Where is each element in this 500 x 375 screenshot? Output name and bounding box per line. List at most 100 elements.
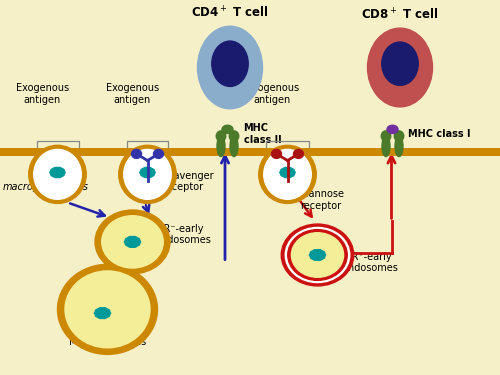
Ellipse shape (212, 41, 248, 87)
Ellipse shape (149, 171, 155, 174)
Ellipse shape (98, 315, 104, 318)
Ellipse shape (58, 169, 64, 172)
Ellipse shape (264, 149, 311, 200)
Ellipse shape (119, 146, 176, 203)
Ellipse shape (134, 242, 140, 246)
Ellipse shape (143, 167, 149, 171)
Ellipse shape (289, 171, 295, 174)
Ellipse shape (310, 253, 316, 257)
Ellipse shape (131, 243, 137, 247)
Ellipse shape (128, 243, 134, 247)
Ellipse shape (131, 237, 137, 240)
Ellipse shape (288, 173, 294, 176)
Ellipse shape (146, 174, 152, 178)
Ellipse shape (230, 136, 238, 157)
Ellipse shape (102, 216, 163, 268)
Ellipse shape (288, 230, 347, 280)
Ellipse shape (50, 171, 56, 174)
Ellipse shape (283, 167, 289, 171)
Ellipse shape (94, 311, 100, 315)
Ellipse shape (154, 149, 164, 158)
Ellipse shape (101, 315, 107, 318)
Text: CD4$^+$ T cell: CD4$^+$ T cell (192, 5, 268, 21)
Ellipse shape (104, 311, 110, 315)
Ellipse shape (128, 240, 136, 244)
Ellipse shape (272, 149, 281, 158)
Text: MHC class I: MHC class I (408, 129, 470, 139)
Ellipse shape (216, 131, 226, 141)
Ellipse shape (124, 240, 130, 244)
Ellipse shape (281, 224, 354, 286)
Ellipse shape (95, 210, 170, 274)
Ellipse shape (320, 253, 326, 257)
Ellipse shape (96, 314, 102, 317)
Ellipse shape (313, 250, 319, 254)
Ellipse shape (128, 237, 134, 240)
Ellipse shape (126, 238, 132, 242)
Text: MIIC/Lysosomes: MIIC/Lysosomes (69, 337, 146, 347)
Ellipse shape (259, 146, 316, 203)
Ellipse shape (382, 136, 390, 157)
Ellipse shape (318, 255, 324, 259)
Text: CD8$^+$ T cell: CD8$^+$ T cell (362, 7, 438, 22)
Ellipse shape (132, 149, 141, 158)
Ellipse shape (58, 173, 64, 176)
Ellipse shape (140, 171, 146, 174)
Ellipse shape (50, 169, 56, 172)
Ellipse shape (124, 149, 171, 200)
Ellipse shape (148, 173, 154, 176)
Ellipse shape (313, 256, 319, 260)
Text: Exogenous
antigen: Exogenous antigen (16, 83, 69, 105)
Text: MR⁺-early
endosomes: MR⁺-early endosomes (342, 252, 398, 273)
Ellipse shape (56, 174, 62, 178)
Ellipse shape (286, 174, 292, 178)
Ellipse shape (126, 242, 132, 246)
Ellipse shape (53, 167, 59, 171)
Ellipse shape (395, 136, 403, 157)
Ellipse shape (58, 264, 158, 354)
Ellipse shape (286, 167, 292, 171)
Text: MR⁻-early
endosomes: MR⁻-early endosomes (155, 224, 211, 245)
Ellipse shape (280, 173, 286, 176)
Ellipse shape (96, 309, 102, 313)
Ellipse shape (284, 170, 292, 175)
Ellipse shape (134, 240, 140, 244)
Ellipse shape (140, 169, 146, 172)
Ellipse shape (144, 170, 152, 175)
Ellipse shape (53, 174, 59, 178)
Ellipse shape (394, 131, 404, 141)
Ellipse shape (368, 28, 432, 107)
Text: Scavenger
receptor: Scavenger receptor (162, 171, 214, 192)
Ellipse shape (310, 255, 316, 259)
Bar (0, 148, 500, 156)
Ellipse shape (310, 251, 316, 255)
Ellipse shape (143, 174, 149, 178)
Ellipse shape (382, 42, 418, 86)
Ellipse shape (54, 170, 62, 175)
Text: Mannose
receptor: Mannose receptor (300, 189, 344, 211)
Ellipse shape (134, 238, 140, 242)
Ellipse shape (382, 131, 391, 141)
Ellipse shape (198, 26, 262, 109)
Ellipse shape (280, 169, 286, 172)
Text: Exogenous
antigen: Exogenous antigen (106, 83, 159, 105)
Ellipse shape (104, 314, 110, 317)
Ellipse shape (98, 311, 106, 315)
Text: Exogenous
antigen: Exogenous antigen (246, 83, 299, 105)
Ellipse shape (292, 233, 344, 277)
Ellipse shape (65, 271, 150, 348)
Ellipse shape (288, 169, 294, 172)
Ellipse shape (34, 149, 81, 200)
Ellipse shape (316, 256, 322, 260)
Text: macropinocytosis: macropinocytosis (2, 183, 88, 192)
Ellipse shape (50, 173, 56, 176)
Ellipse shape (283, 174, 289, 178)
Ellipse shape (280, 171, 286, 174)
Ellipse shape (56, 167, 62, 171)
Ellipse shape (101, 308, 107, 312)
Ellipse shape (148, 169, 154, 172)
Ellipse shape (59, 171, 65, 174)
Ellipse shape (387, 125, 398, 134)
Ellipse shape (146, 167, 152, 171)
Ellipse shape (294, 149, 304, 158)
